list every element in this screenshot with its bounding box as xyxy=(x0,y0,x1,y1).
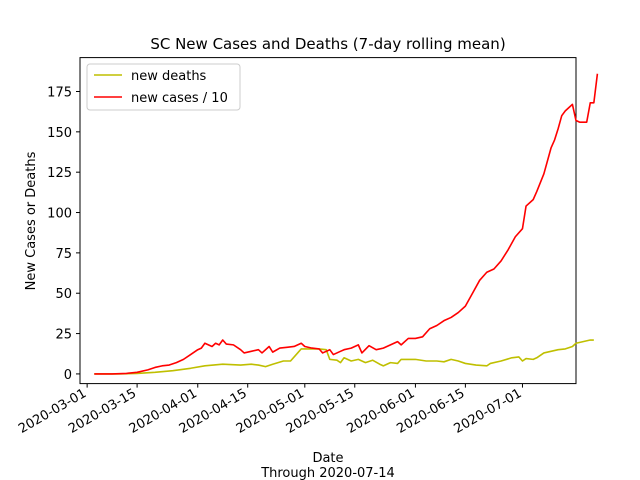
y-tick-label: 175 xyxy=(47,85,72,100)
legend-label-new-cases: new cases / 10 xyxy=(131,91,228,106)
legend: new deaths new cases / 10 xyxy=(86,63,241,111)
y-tick-label: 0 xyxy=(64,368,72,383)
x-axis-subtitle: Through 2020-07-14 xyxy=(260,466,395,480)
y-tick-label: 125 xyxy=(47,166,72,181)
series-line-0 xyxy=(94,339,594,375)
y-tick-label: 25 xyxy=(55,328,72,343)
chart-title: SC New Cases and Deaths (7-day rolling m… xyxy=(150,35,505,53)
y-tick-label: 50 xyxy=(55,287,72,302)
legend-label-new-deaths: new deaths xyxy=(131,69,207,84)
y-axis: 0 25 50 75 100 125 150 175 xyxy=(47,85,80,383)
x-axis-title: Date xyxy=(312,451,343,466)
y-tick-label: 75 xyxy=(55,247,72,262)
y-axis-title: New Cases or Deaths xyxy=(24,151,39,290)
axes-frame xyxy=(79,57,577,385)
y-tick-label: 150 xyxy=(47,126,72,141)
y-tick-label: 100 xyxy=(47,207,72,222)
legend-box xyxy=(86,63,241,111)
series-layer xyxy=(94,73,599,375)
series-line-1 xyxy=(94,73,599,375)
